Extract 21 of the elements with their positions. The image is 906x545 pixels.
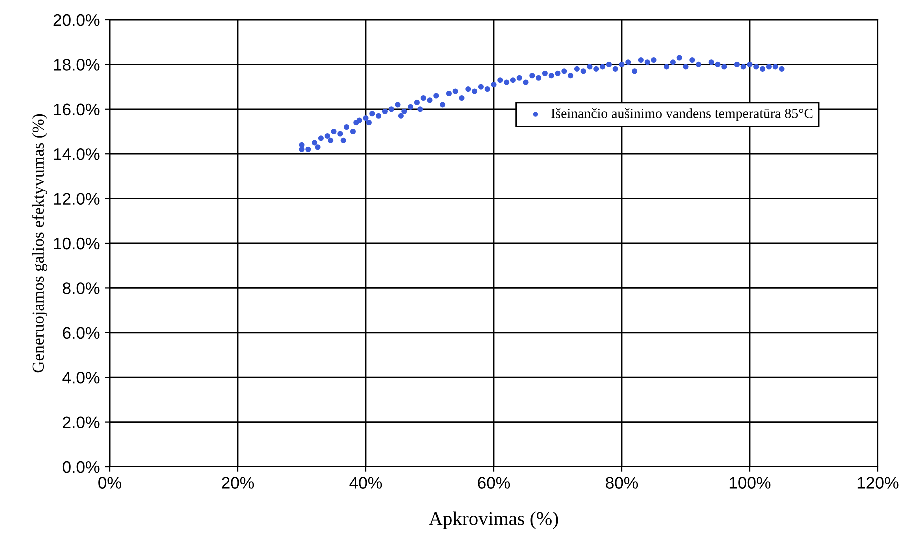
y-tick-label: 16.0% [54,104,100,116]
y-tick-label: 6.0% [63,327,100,340]
x-tick-label: 40% [350,477,382,489]
y-tick-label: 2.0% [63,416,100,429]
x-tick-label: 60% [478,477,510,489]
y-tick-label: 4.0% [62,372,100,384]
x-tick-label: 20% [222,477,254,489]
y-tick-label: 20.0% [54,14,100,26]
y-axis-title: Generuojamos galios efektyvumas (%) [32,114,48,373]
y-tick-label: 18.0% [54,59,100,71]
x-axis-title: Apkrovimas (%) [429,512,558,530]
legend-label: Išeinančio aušinimo vandens temperatūra 85°C [552,108,813,122]
y-tick-label: 0.0% [62,461,100,474]
x-tick-label: 0% [98,477,122,489]
y-tick-label: 8.0% [63,282,100,294]
x-tick-label: 100% [730,477,771,489]
y-tick-label: 10.0% [54,238,100,250]
y-tick-label: 12.0% [54,193,100,206]
y-tick-label: 14.0% [54,148,100,160]
x-tick-label: 120% [858,477,899,489]
x-tick-label: 80% [606,477,638,489]
